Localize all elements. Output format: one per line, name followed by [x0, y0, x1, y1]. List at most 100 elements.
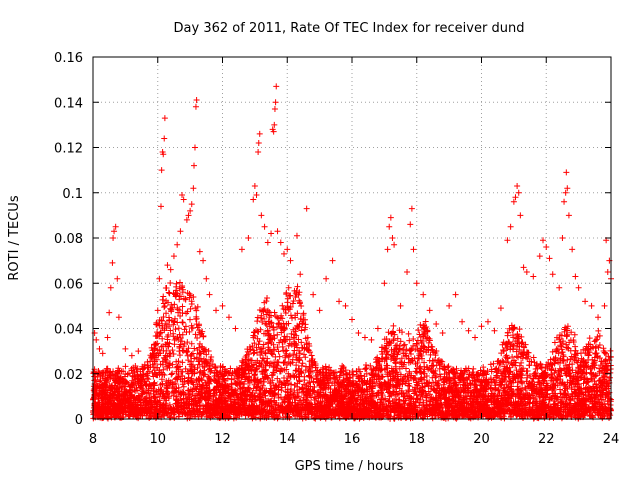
data-point [197, 349, 204, 356]
data-point [602, 358, 609, 365]
data-point [453, 387, 460, 394]
data-point [274, 344, 281, 351]
data-point [607, 347, 614, 354]
data-point [418, 370, 425, 377]
data-point [96, 378, 103, 385]
data-point [206, 374, 213, 381]
data-point [392, 345, 399, 352]
data-point [498, 414, 505, 421]
data-point [168, 371, 175, 378]
data-point [564, 344, 571, 351]
data-point [147, 410, 154, 417]
data-point [504, 329, 511, 336]
data-point [458, 370, 465, 377]
data-point [231, 375, 238, 382]
data-point [219, 384, 226, 391]
data-point [564, 356, 571, 363]
data-point [272, 353, 279, 360]
data-point [320, 374, 327, 381]
data-point [417, 376, 424, 383]
data-point [525, 394, 532, 401]
data-point [308, 394, 315, 401]
data-point [429, 415, 436, 422]
data-point [487, 361, 494, 368]
data-point [512, 359, 519, 366]
data-point [421, 328, 428, 335]
data-point [167, 280, 174, 287]
data-point [418, 352, 425, 359]
data-point [587, 345, 594, 352]
data-point [423, 372, 430, 379]
data-point [390, 383, 397, 390]
data-point [364, 395, 371, 402]
data-point [565, 345, 572, 352]
data-point [274, 362, 281, 369]
data-point [253, 344, 260, 351]
data-point [179, 319, 186, 326]
data-point [195, 388, 202, 395]
data-point [298, 303, 305, 310]
data-point [294, 389, 301, 396]
data-point [196, 361, 203, 368]
data-point [160, 313, 167, 320]
data-point [549, 348, 556, 355]
data-point [393, 355, 400, 362]
data-point [283, 291, 290, 298]
data-point [269, 336, 276, 343]
data-point [586, 391, 593, 398]
data-point [367, 379, 374, 386]
data-point [290, 351, 297, 358]
data-point [194, 303, 201, 310]
data-point [162, 320, 169, 327]
data-point [296, 386, 303, 393]
data-point [259, 319, 266, 326]
data-point [601, 349, 608, 356]
data-point [261, 406, 268, 413]
data-point [186, 328, 193, 335]
data-point [584, 396, 591, 403]
data-point [403, 352, 410, 359]
data-point [283, 377, 290, 384]
data-point [166, 340, 173, 347]
data-point [289, 359, 296, 366]
data-point [571, 357, 578, 364]
data-point [560, 351, 567, 358]
data-point [420, 401, 427, 408]
data-point [557, 411, 564, 418]
data-point [301, 377, 308, 384]
data-point [299, 360, 306, 367]
data-point [523, 378, 530, 385]
data-point [245, 384, 252, 391]
data-point [150, 382, 157, 389]
data-point [163, 284, 170, 291]
data-point [392, 360, 399, 367]
data-point [587, 395, 594, 402]
data-point [445, 363, 452, 370]
data-point [568, 390, 575, 397]
data-point [390, 322, 397, 329]
data-point [394, 335, 401, 342]
data-point [194, 365, 201, 372]
data-point [400, 342, 407, 349]
data-point [175, 325, 182, 332]
data-point [369, 370, 376, 377]
data-point [287, 292, 294, 299]
data-point [252, 359, 259, 366]
data-point [91, 373, 98, 380]
data-point [407, 393, 414, 400]
data-point [381, 336, 388, 343]
data-point [558, 415, 565, 422]
data-point [118, 414, 125, 421]
data-point [503, 381, 510, 388]
data-point [294, 283, 301, 290]
data-point [267, 380, 274, 387]
plot-area [90, 83, 614, 422]
data-point [194, 324, 201, 331]
data-point [600, 345, 607, 352]
data-point [176, 279, 183, 286]
data-point [416, 365, 423, 372]
data-point [145, 364, 152, 371]
data-point [185, 345, 192, 352]
data-point [141, 389, 148, 396]
